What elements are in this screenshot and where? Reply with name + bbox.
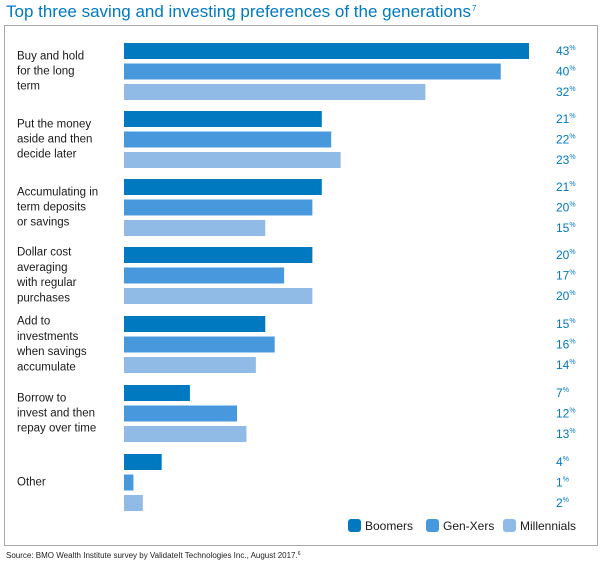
value-label-millennials-2: 23% [556,153,576,167]
legend-label-boomers: Boomers [365,519,413,533]
bar-millennials-1 [124,84,426,100]
bar-boomers-2 [124,111,322,127]
percent-suffix: % [569,202,575,209]
value-label-boomers-1: 43% [556,44,576,58]
bar-millennials-5 [124,357,256,373]
legend-label-gen-xers: Gen-Xers [443,519,494,533]
percent-suffix: % [569,134,575,141]
category-label-5: investments [17,331,79,343]
bar-millennials-2 [124,152,341,168]
percent-suffix: % [569,428,575,435]
chart-title: Top three saving and investing preferenc… [6,2,476,22]
category-label-1: Buy and hold [17,50,84,62]
category-label-2: decide later [17,149,77,161]
bar-boomers-5 [124,316,266,332]
value-label-gen-xers-1: 40% [556,65,576,79]
value-label-boomers-5: 15% [556,317,576,331]
source-footnote-marker: 6 [297,551,301,557]
percent-suffix: % [569,359,575,366]
bar-millennials-4 [124,288,313,304]
bar-gen-xers-4 [124,267,285,284]
percent-suffix: % [569,45,575,52]
bar-millennials-6 [124,426,247,442]
source-note: Source: BMO Wealth Institute survey by V… [6,551,301,560]
bar-boomers-4 [124,247,313,263]
percent-suffix: % [569,249,575,256]
legend-swatch-boomers [348,519,361,532]
value-label-gen-xers-6: 12% [556,407,576,421]
bar-millennials-3 [124,220,266,236]
category-label-6: invest and then [17,408,95,420]
category-label-6: repay over time [17,423,96,435]
bar-boomers-3 [124,179,322,195]
value-label-millennials-4: 20% [556,289,576,303]
percent-suffix: % [563,387,569,394]
chart-panel: Buy and hold for the long term 43% 40% 32% Put… [4,25,598,546]
value-label-boomers-2: 21% [556,112,576,126]
category-label-4: averaging [17,262,68,274]
value-label-millennials-5: 14% [556,358,576,372]
legend-swatch-gen-xers [426,519,439,532]
chart-title-text: Top three saving and investing preferenc… [6,2,471,21]
percent-suffix: % [563,456,569,463]
bar-chart: Buy and hold for the long term 43% 40% 32% Put… [16,43,576,533]
bar-gen-xers-2 [124,131,332,148]
bar-gen-xers-1 [124,63,501,80]
category-label-7: Other [17,477,46,489]
bar-boomers-7 [124,454,162,470]
value-label-gen-xers-4: 17% [556,269,576,283]
percent-suffix: % [569,290,575,297]
percent-suffix: % [569,181,575,188]
category-label-5: when savings [16,346,87,358]
percent-suffix: % [563,477,569,484]
bar-boomers-1 [124,43,529,59]
bar-gen-xers-3 [124,199,313,216]
value-label-boomers-3: 21% [556,180,576,194]
bar-boomers-6 [124,385,190,401]
category-label-4: with regular [16,277,77,289]
category-label-5: accumulate [17,361,76,373]
category-label-2: aside and then [17,134,92,146]
percent-suffix: % [569,339,575,346]
category-label-1: for the long [17,66,75,78]
bar-gen-xers-5 [124,336,275,353]
value-label-boomers-6: 7% [556,386,569,400]
percent-suffix: % [569,408,575,415]
value-label-boomers-4: 20% [556,248,576,262]
category-label-3: Accumulating in [17,186,98,198]
category-label-2: Put the money [17,118,91,130]
value-label-gen-xers-2: 22% [556,133,576,147]
value-label-millennials-6: 13% [556,427,576,441]
category-label-4: purchases [17,292,70,304]
percent-suffix: % [569,222,575,229]
bar-gen-xers-6 [124,405,238,422]
legend-label-millennials: Millennials [520,519,576,533]
value-label-gen-xers-3: 20% [556,201,576,215]
category-label-3: or savings [17,217,70,229]
value-label-millennials-7: 2% [556,496,569,510]
category-label-6: Borrow to [17,392,66,404]
bar-millennials-7 [124,495,143,511]
percent-suffix: % [569,270,575,277]
value-label-boomers-7: 4% [556,455,569,469]
percent-suffix: % [563,497,569,504]
percent-suffix: % [569,86,575,93]
value-label-millennials-3: 15% [556,221,576,235]
percent-suffix: % [569,66,575,73]
percent-suffix: % [569,318,575,325]
value-label-millennials-1: 32% [556,85,576,99]
category-label-3: term deposits [17,202,86,214]
title-footnote-marker: 7 [471,4,477,13]
category-label-5: Add to [17,316,50,328]
percent-suffix: % [569,154,575,161]
bar-gen-xers-7 [124,474,134,491]
category-label-1: term [17,81,40,93]
legend-swatch-millennials [503,519,516,532]
value-label-gen-xers-5: 16% [556,338,576,352]
source-text: Source: BMO Wealth Institute survey by V… [6,551,298,560]
category-label-4: Dollar cost [17,247,72,259]
percent-suffix: % [569,113,575,120]
value-label-gen-xers-7: 1% [556,476,569,490]
